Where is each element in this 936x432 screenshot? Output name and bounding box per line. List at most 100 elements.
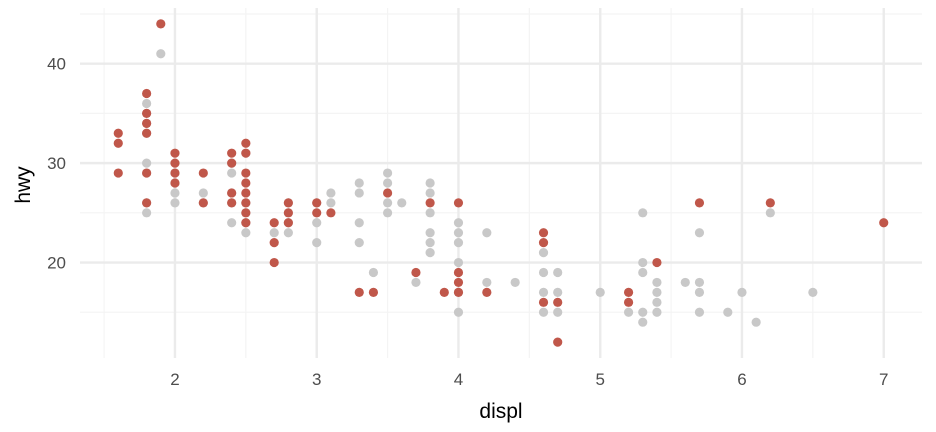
data-point <box>411 277 421 288</box>
data-point <box>538 307 549 317</box>
y-axis-title: hwy <box>12 166 35 204</box>
data-point <box>241 208 251 218</box>
series-1 <box>113 19 889 347</box>
data-point <box>623 297 634 307</box>
x-tick-label: 6 <box>737 370 746 389</box>
data-point <box>453 218 464 228</box>
data-point <box>553 337 563 347</box>
x-tick-label: 5 <box>595 370 604 389</box>
y-axis-ticks: 20 30 40 <box>47 55 66 273</box>
data-point <box>354 218 364 228</box>
data-point <box>553 297 563 307</box>
data-point <box>808 287 818 297</box>
data-point <box>553 287 563 297</box>
data-point <box>198 168 208 178</box>
data-point <box>694 307 705 317</box>
data-point <box>652 287 662 297</box>
data-point <box>723 307 733 317</box>
data-point <box>453 228 464 238</box>
data-point <box>382 178 393 188</box>
data-point <box>453 257 464 268</box>
data-point <box>170 168 180 178</box>
data-point <box>354 287 364 297</box>
data-point <box>382 198 393 208</box>
data-point <box>156 49 166 59</box>
y-tick-label: 40 <box>47 55 66 74</box>
data-point <box>368 287 379 297</box>
data-point <box>283 218 293 228</box>
data-point <box>638 257 648 268</box>
data-point <box>482 228 492 238</box>
x-tick-label: 4 <box>454 370 463 389</box>
data-point <box>227 188 237 198</box>
data-point <box>142 118 152 128</box>
data-point <box>638 208 648 218</box>
data-point <box>170 188 180 198</box>
data-point <box>198 198 208 208</box>
data-point <box>453 198 464 208</box>
data-point <box>170 178 180 188</box>
data-point <box>694 287 705 297</box>
data-point <box>312 218 322 228</box>
data-point <box>425 178 435 188</box>
data-point <box>652 297 662 307</box>
data-point <box>538 228 549 238</box>
data-point <box>425 198 435 208</box>
data-point <box>538 267 549 278</box>
data-point <box>269 228 279 238</box>
data-point <box>652 277 662 288</box>
data-point <box>482 287 492 297</box>
data-point <box>680 277 690 288</box>
y-tick-label: 20 <box>47 254 66 273</box>
data-point <box>241 198 251 208</box>
data-point <box>425 228 435 238</box>
data-point <box>737 287 747 297</box>
data-point <box>482 277 492 288</box>
data-point <box>638 267 648 278</box>
x-axis-ticks: 2 3 4 5 6 7 <box>170 370 888 389</box>
data-point <box>241 168 251 178</box>
data-point <box>453 238 464 248</box>
data-point <box>425 248 435 258</box>
data-point <box>170 158 180 168</box>
data-point <box>241 148 251 158</box>
data-point <box>638 317 648 327</box>
data-point <box>623 287 634 297</box>
data-point <box>411 267 421 278</box>
x-tick-label: 7 <box>879 370 888 389</box>
data-point <box>142 158 152 168</box>
data-point <box>354 188 364 198</box>
data-point <box>142 108 152 118</box>
data-point <box>694 277 705 288</box>
data-points <box>113 19 889 347</box>
data-point <box>382 188 393 198</box>
data-point <box>241 218 251 228</box>
series-0 <box>142 49 818 327</box>
data-point <box>269 238 279 248</box>
data-point <box>283 198 293 208</box>
data-point <box>241 228 251 238</box>
data-point <box>439 287 449 297</box>
data-point <box>765 198 775 208</box>
data-point <box>751 317 761 327</box>
data-point <box>142 208 152 218</box>
data-point <box>425 238 435 248</box>
data-point <box>765 208 775 218</box>
data-point <box>538 238 549 248</box>
data-point <box>638 307 648 317</box>
data-point <box>553 267 563 278</box>
data-point <box>142 168 152 178</box>
y-tick-label: 30 <box>47 154 66 173</box>
data-point <box>269 257 279 268</box>
data-point <box>382 168 393 178</box>
data-point <box>538 297 549 307</box>
data-point <box>510 277 520 288</box>
data-point <box>553 307 563 317</box>
data-point <box>241 178 251 188</box>
data-point <box>113 128 123 138</box>
data-point <box>113 168 123 178</box>
data-point <box>113 138 123 148</box>
data-point <box>354 178 364 188</box>
